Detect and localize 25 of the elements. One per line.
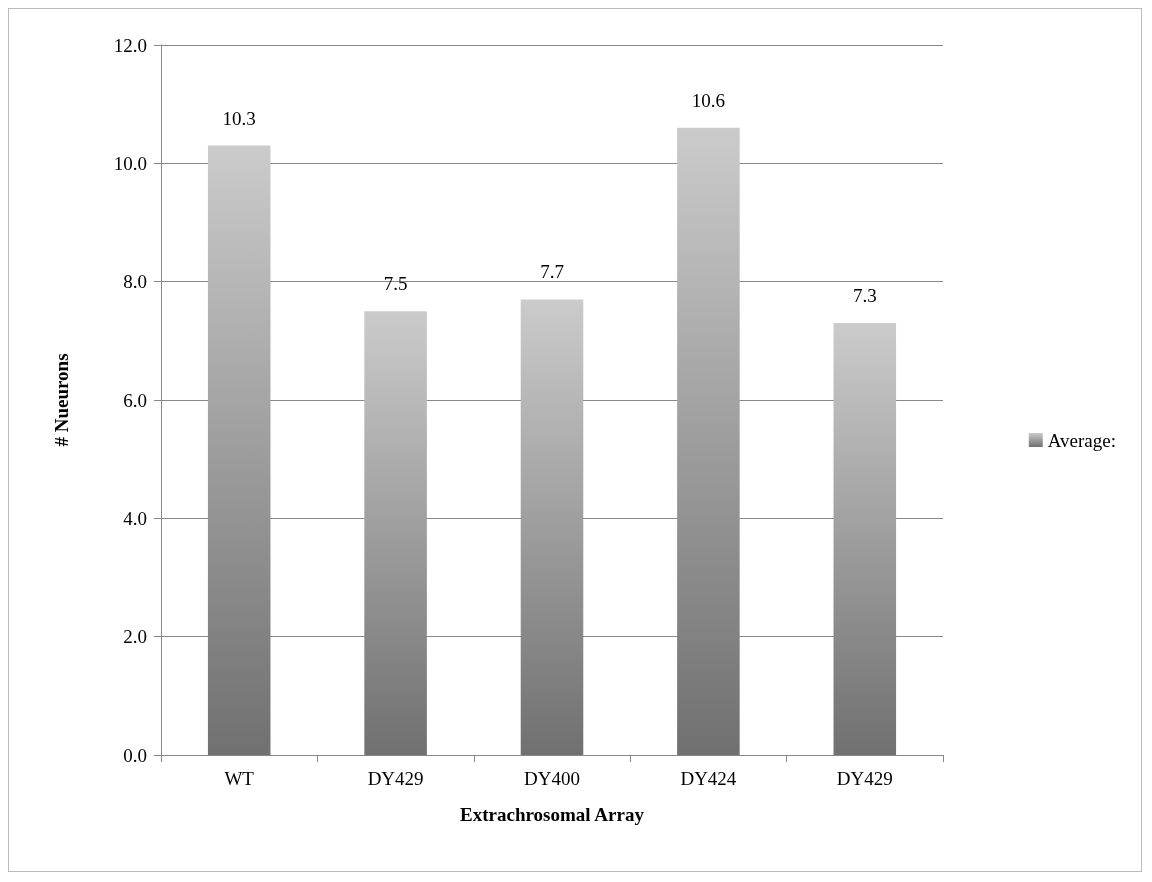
data-label: 10.3 — [222, 107, 256, 129]
bar — [677, 127, 740, 755]
x-tick-label: WT — [224, 768, 255, 789]
x-tick-label: DY400 — [524, 768, 580, 789]
y-tick-label: 4.0 — [123, 507, 147, 529]
y-tick-label: 2.0 — [123, 626, 147, 648]
data-label: 7.5 — [383, 273, 408, 295]
bar — [207, 145, 271, 755]
legend-label: Average: — [1047, 429, 1116, 451]
bar — [364, 311, 427, 755]
y-tick-label: 12.0 — [113, 34, 147, 56]
y-tick-label: 0.0 — [123, 744, 147, 766]
x-axis-title: Extrachrosomal Array — [460, 804, 645, 825]
y-tick-label: 8.0 — [123, 271, 147, 293]
bar — [520, 299, 584, 755]
y-axis-title: # Nueurons — [51, 353, 72, 447]
x-tick-label: DY429 — [367, 768, 424, 789]
x-tick-label: DY429 — [836, 768, 893, 789]
data-label: 7.3 — [852, 285, 877, 307]
data-label: 10.6 — [691, 89, 726, 111]
x-tick-label: DY424 — [680, 768, 737, 789]
data-label: 7.7 — [540, 261, 564, 283]
y-tick-label: 6.0 — [123, 389, 147, 411]
bar — [833, 323, 897, 755]
y-tick-label: 10.0 — [113, 152, 147, 174]
